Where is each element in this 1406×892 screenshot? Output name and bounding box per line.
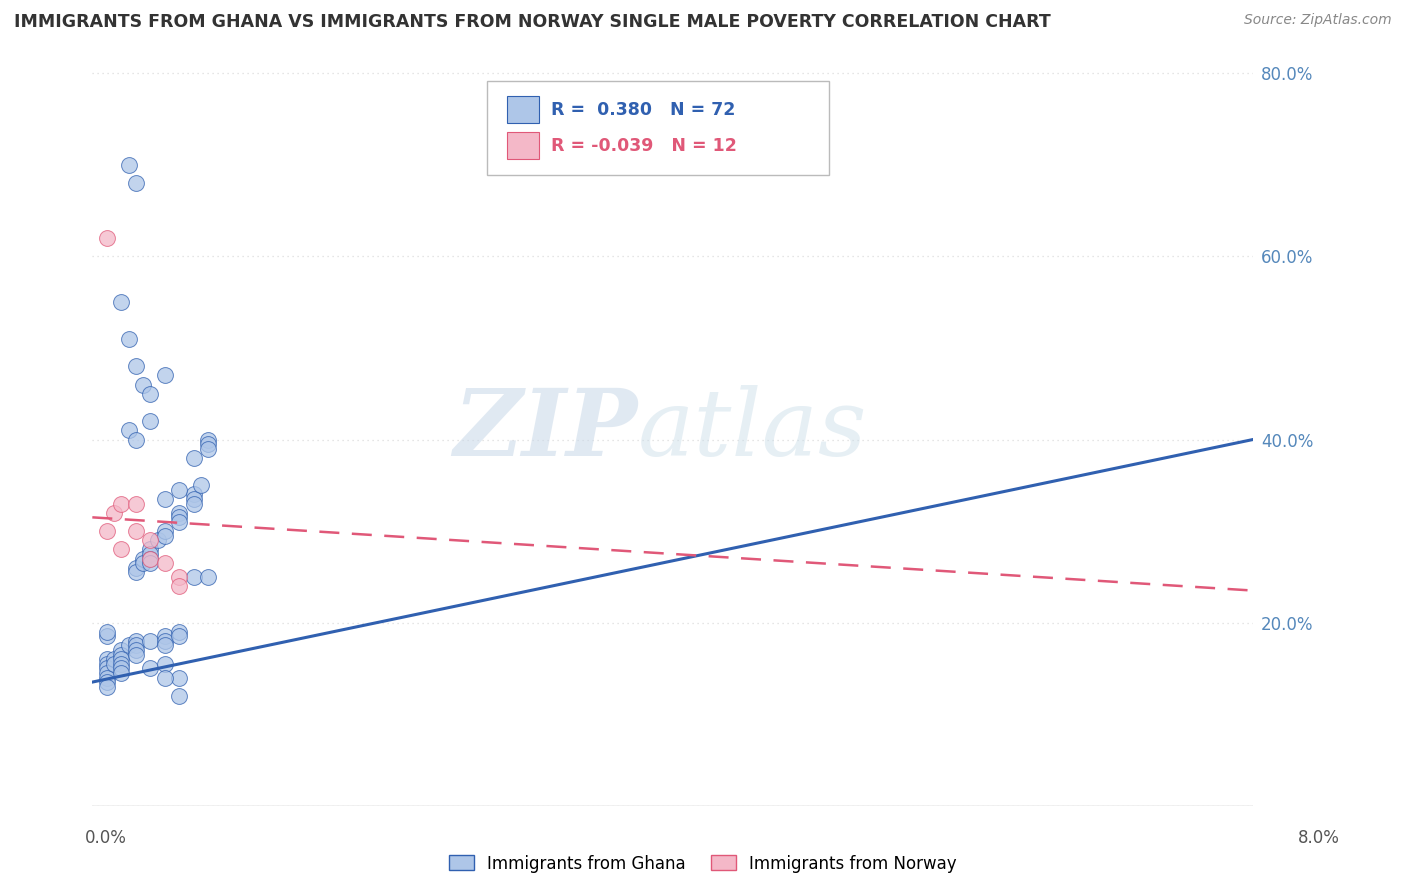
FancyBboxPatch shape <box>506 96 538 123</box>
Point <box>110 652 132 666</box>
Point <box>146 533 169 548</box>
Point <box>169 515 191 529</box>
Text: 0.0%: 0.0% <box>84 829 127 847</box>
Point <box>139 414 162 428</box>
Point <box>132 377 155 392</box>
Point <box>153 639 176 653</box>
Point <box>125 566 148 580</box>
Point <box>96 624 118 639</box>
Text: R = -0.039   N = 12: R = -0.039 N = 12 <box>551 137 737 155</box>
Point <box>117 158 139 172</box>
Point <box>139 551 162 566</box>
Point <box>183 450 205 465</box>
Point <box>153 633 176 648</box>
Point <box>139 533 162 548</box>
Point <box>153 629 176 643</box>
Point <box>110 665 132 680</box>
Point <box>197 437 219 451</box>
Point <box>169 510 191 524</box>
Point <box>153 556 176 570</box>
Point <box>125 643 148 657</box>
Point <box>139 633 162 648</box>
Legend: Immigrants from Ghana, Immigrants from Norway: Immigrants from Ghana, Immigrants from N… <box>443 848 963 880</box>
Point <box>153 368 176 383</box>
Point <box>117 424 139 438</box>
Point <box>153 491 176 506</box>
Point <box>96 524 118 538</box>
Point <box>153 524 176 538</box>
Point <box>169 689 191 703</box>
Point <box>103 657 125 671</box>
Point <box>96 657 118 671</box>
Point <box>139 556 162 570</box>
Point <box>96 675 118 690</box>
Point <box>103 506 125 520</box>
Point <box>169 483 191 497</box>
Point <box>125 497 148 511</box>
Point <box>96 680 118 694</box>
Point <box>117 639 139 653</box>
Point <box>169 570 191 584</box>
Point <box>110 661 132 675</box>
Point <box>110 497 132 511</box>
Point <box>169 506 191 520</box>
Point <box>125 433 148 447</box>
Point <box>110 542 132 557</box>
Text: IMMIGRANTS FROM GHANA VS IMMIGRANTS FROM NORWAY SINGLE MALE POVERTY CORRELATION : IMMIGRANTS FROM GHANA VS IMMIGRANTS FROM… <box>14 13 1050 31</box>
Point <box>125 633 148 648</box>
Point <box>125 648 148 662</box>
FancyBboxPatch shape <box>506 132 538 160</box>
Point <box>197 442 219 456</box>
Point <box>183 570 205 584</box>
Point <box>96 671 118 685</box>
Point <box>125 524 148 538</box>
Point <box>183 497 205 511</box>
Point <box>110 295 132 310</box>
Text: R =  0.380   N = 72: R = 0.380 N = 72 <box>551 101 735 119</box>
Point <box>125 359 148 374</box>
Point <box>169 671 191 685</box>
FancyBboxPatch shape <box>486 81 830 175</box>
Text: atlas: atlas <box>638 385 868 475</box>
Point <box>117 332 139 346</box>
Point <box>125 639 148 653</box>
Point <box>132 551 155 566</box>
Point <box>169 629 191 643</box>
Point <box>139 386 162 401</box>
Point <box>96 665 118 680</box>
Point <box>197 433 219 447</box>
Point <box>139 661 162 675</box>
Point <box>153 528 176 542</box>
Point <box>103 652 125 666</box>
Text: 8.0%: 8.0% <box>1298 829 1340 847</box>
Point <box>139 542 162 557</box>
Point <box>169 624 191 639</box>
Point <box>125 560 148 574</box>
Point <box>190 478 212 492</box>
Point <box>110 648 132 662</box>
Point <box>96 661 118 675</box>
Point <box>132 556 155 570</box>
Point <box>153 657 176 671</box>
Point <box>110 657 132 671</box>
Point <box>96 652 118 666</box>
Point <box>110 643 132 657</box>
Point <box>169 579 191 593</box>
Text: ZIP: ZIP <box>454 385 638 475</box>
Point <box>183 491 205 506</box>
Point <box>183 487 205 501</box>
Point <box>139 547 162 561</box>
Text: Source: ZipAtlas.com: Source: ZipAtlas.com <box>1244 13 1392 28</box>
Point <box>96 629 118 643</box>
Point <box>125 176 148 190</box>
Point <box>96 231 118 245</box>
Point <box>153 671 176 685</box>
Point <box>197 570 219 584</box>
Point <box>139 551 162 566</box>
